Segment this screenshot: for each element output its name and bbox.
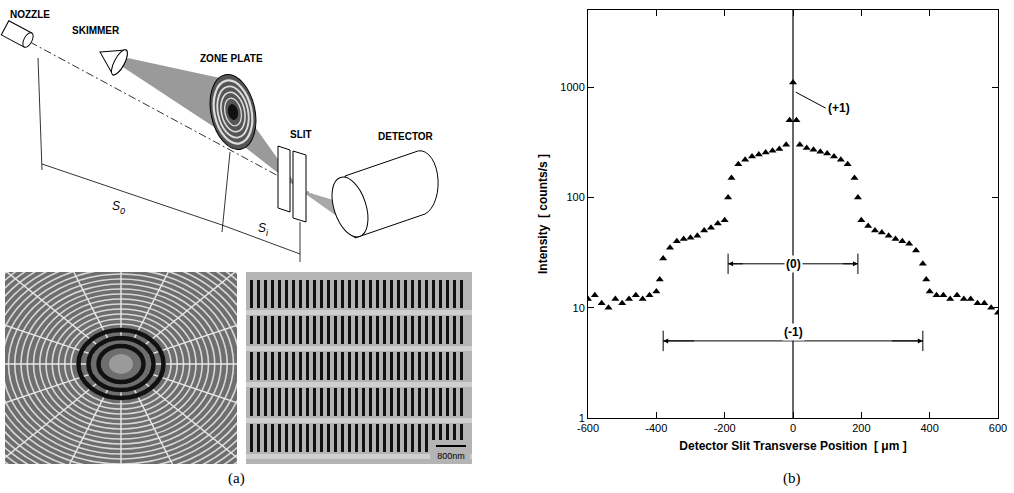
svg-text:-200: -200 [714,422,736,434]
svg-text:Detector Slit Transverse Posit: Detector Slit Transverse Position [ μm ] [679,439,906,453]
svg-text:0: 0 [790,422,796,434]
svg-text:(-1): (-1) [784,325,803,339]
svg-text:Intensity [ counts/s ]: Intensity [ counts/s ] [536,154,550,274]
svg-text:1: 1 [579,412,585,424]
svg-text:(0): (0) [786,257,801,271]
svg-text:800nm: 800nm [437,451,465,461]
svg-text:Si: Si [258,221,269,238]
svg-text:-600: -600 [577,422,599,434]
html-text:(b): (b) [783,470,801,486]
svg-text:100: 100 [566,191,584,203]
svg-text:DETECTOR: DETECTOR [378,131,434,142]
svg-text:10: 10 [573,302,585,314]
svg-text:S0: S0 [112,199,125,216]
svg-text:SKIMMER: SKIMMER [72,25,120,36]
svg-text:600: 600 [989,422,1007,434]
svg-text:1000: 1000 [560,81,584,93]
svg-text:(+1): (+1) [828,101,850,115]
svg-text:-400: -400 [645,422,667,434]
svg-text:400: 400 [920,422,938,434]
svg-text:NOZZLE: NOZZLE [10,9,50,20]
html-text:(a): (a) [228,470,245,486]
svg-text:ZONE PLATE: ZONE PLATE [200,53,263,64]
svg-text:SLIT: SLIT [290,129,312,140]
svg-text:200: 200 [852,422,870,434]
